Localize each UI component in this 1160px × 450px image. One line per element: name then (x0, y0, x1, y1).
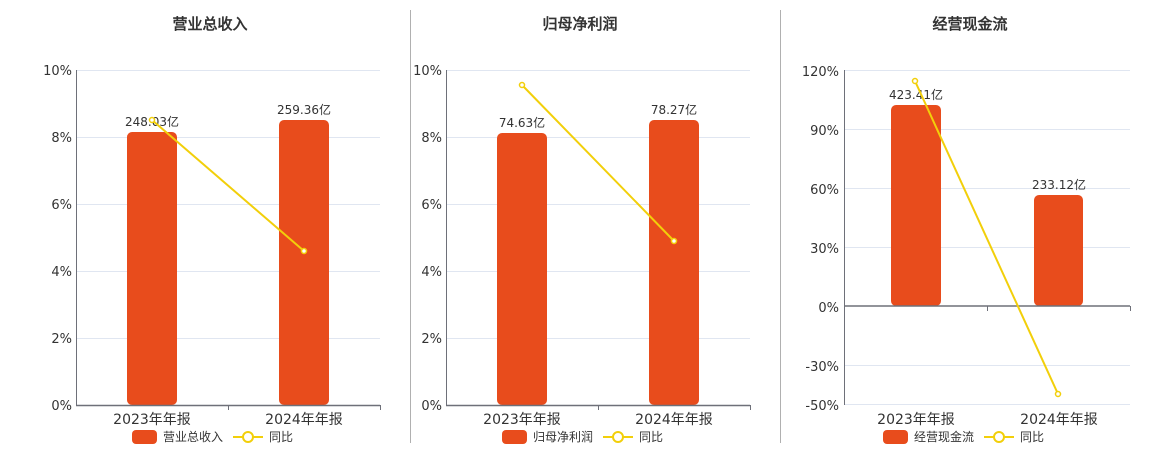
legend-line-label[interactable]: 同比 (639, 430, 664, 444)
y-tick-label: 120% (802, 65, 839, 80)
legend-bar-label[interactable]: 归母净利润 (533, 430, 594, 444)
chart-panel-revenue: 营业总收入 10% 8% 6% 4% 2% 0% 248.03亿 259.36亿 (0, 0, 410, 450)
x-tick-label: 2023年年报 (483, 412, 561, 428)
yoy-point[interactable] (911, 77, 919, 85)
chart-plot: 120% 90% 60% 30% 0% -30% -50% 423.41亿 23… (802, 65, 1131, 428)
y-tick-label: 8% (421, 131, 442, 146)
y-tick-label: 30% (810, 242, 839, 257)
y-tick-label: 4% (421, 265, 442, 280)
legend-line-icon[interactable] (233, 430, 264, 444)
x-tick-label: 2023年年报 (113, 412, 191, 428)
y-axis-labels: 10% 8% 6% 4% 2% 0% (43, 64, 72, 414)
bar-value-label: 74.63亿 (499, 115, 545, 130)
yoy-point[interactable] (670, 237, 678, 245)
y-axis-labels: 10% 8% 6% 4% 2% 0% (413, 64, 442, 414)
bar-2024[interactable] (649, 120, 699, 405)
yoy-line (151, 119, 305, 252)
legend-bar-swatch[interactable] (502, 429, 527, 444)
yoy-point[interactable] (300, 247, 308, 255)
y-tick-label: 60% (810, 183, 839, 198)
gridlines (447, 70, 750, 339)
legend-bar-swatch[interactable] (132, 429, 157, 444)
chart-plot: 10% 8% 6% 4% 2% 0% 248.03亿 259.36亿 2023年… (43, 64, 381, 428)
y-tick-label: 0% (421, 399, 442, 414)
y-axis-labels: 120% 90% 60% 30% 0% -30% -50% (802, 65, 839, 414)
legend-bar-label[interactable]: 经营现金流 (914, 430, 975, 444)
yoy-line (914, 80, 1059, 395)
chart-panel-net-profit: 归母净利润 10% 8% 6% 4% 2% 0% 74.63亿 78.27亿 (370, 0, 780, 450)
legend-bar-label[interactable]: 营业总收入 (163, 430, 224, 444)
panel-divider (780, 10, 781, 443)
bar-value-label: 233.12亿 (1032, 177, 1086, 192)
yoy-line (521, 84, 675, 242)
chart-legend: 经营现金流 同比 (883, 428, 1044, 445)
legend-line-label[interactable]: 同比 (269, 430, 294, 444)
bar-value-label: 259.36亿 (277, 102, 331, 117)
chart-title: 经营现金流 (932, 15, 1008, 33)
chart-plot: 10% 8% 6% 4% 2% 0% 74.63亿 78.27亿 2023年年报… (413, 64, 751, 428)
y-tick-label: 0% (51, 399, 72, 414)
legend-line-icon[interactable] (984, 430, 1015, 444)
bar-2024[interactable] (1034, 195, 1083, 306)
bar-2023[interactable] (497, 133, 547, 405)
chart-title: 营业总收入 (172, 15, 248, 33)
x-tick-label: 2024年年报 (265, 412, 343, 428)
yoy-point[interactable] (1054, 390, 1062, 398)
y-tick-label: 0% (818, 301, 839, 316)
bar-2023[interactable] (891, 105, 941, 306)
y-tick-label: 10% (413, 64, 442, 79)
yoy-point[interactable] (518, 81, 526, 89)
chart-legend: 归母净利润 同比 (502, 428, 663, 445)
y-tick-label: -50% (805, 399, 839, 414)
x-tick-label: 2024年年报 (1020, 412, 1098, 428)
chart-panel-operating-cash-flow: 经营现金流 120% 90% 60% 30% 0% -30% -50% 423.… (780, 0, 1160, 450)
legend-line-icon[interactable] (603, 430, 634, 444)
x-axis-labels: 2023年年报 2024年年报 (877, 412, 1098, 428)
y-tick-label: 2% (51, 332, 72, 347)
y-tick-label: 8% (51, 131, 72, 146)
bar-2024[interactable] (279, 120, 329, 405)
y-tick-label: -30% (805, 360, 839, 375)
bar-value-label: 423.41亿 (889, 87, 943, 102)
y-tick-label: 10% (43, 64, 72, 79)
gridlines (77, 70, 380, 339)
bar-value-labels: 423.41亿 233.12亿 (889, 87, 1086, 192)
legend-bar-swatch[interactable] (883, 429, 908, 444)
x-tick-label: 2024年年报 (635, 412, 713, 428)
bar-value-label: 78.27亿 (651, 102, 697, 117)
x-axis-labels: 2023年年报 2024年年报 (483, 412, 713, 428)
panel-divider (410, 10, 411, 443)
legend-line-label[interactable]: 同比 (1020, 430, 1045, 444)
y-tick-label: 90% (810, 124, 839, 139)
chart-legend: 营业总收入 同比 (132, 428, 293, 445)
bar-value-labels: 74.63亿 78.27亿 (499, 102, 697, 130)
bar-2023[interactable] (127, 132, 177, 405)
y-tick-label: 2% (421, 332, 442, 347)
x-axis-labels: 2023年年报 2024年年报 (113, 412, 343, 428)
chart-title: 归母净利润 (542, 15, 618, 33)
yoy-point[interactable] (148, 116, 156, 124)
x-tick-label: 2023年年报 (877, 412, 955, 428)
y-tick-label: 6% (51, 198, 72, 213)
y-tick-label: 4% (51, 265, 72, 280)
y-tick-label: 6% (421, 198, 442, 213)
